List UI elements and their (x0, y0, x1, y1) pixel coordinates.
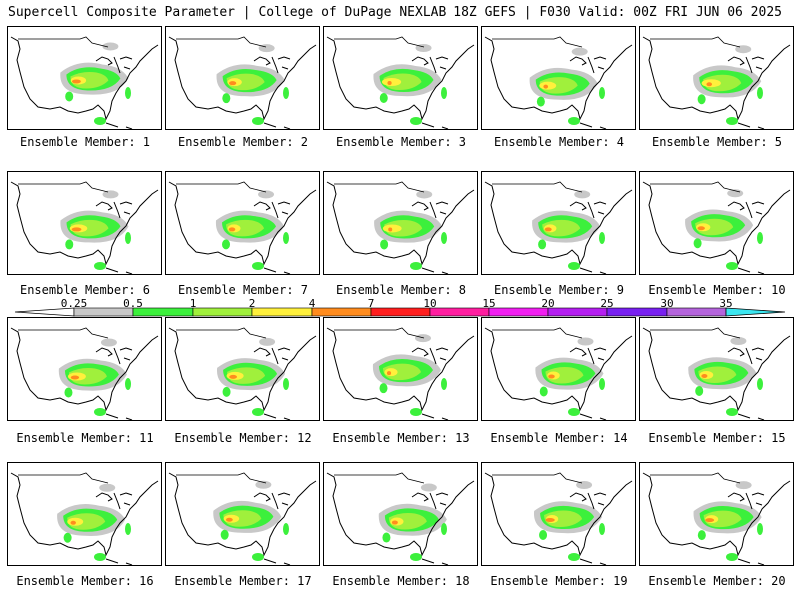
colorbar-segment (488, 307, 549, 317)
ensemble-member-label: Ensemble Member: 13 (332, 431, 470, 445)
ensemble-member-map (481, 462, 636, 566)
ensemble-member-map (639, 462, 794, 566)
header-right-title: 18Z GEFS | F030 Valid: 00Z FRI JUN 06 20… (453, 5, 782, 20)
colorbar-segment (192, 307, 253, 317)
colorbar-segment (370, 307, 431, 317)
colorbar-segment (311, 307, 372, 317)
ensemble-member-label: Ensemble Member: 8 (335, 283, 467, 297)
colorbar-high-arrow (725, 307, 786, 317)
colorbar-tick-label: 25 (600, 297, 614, 310)
ensemble-member-map (481, 317, 636, 421)
ensemble-member-map (323, 317, 478, 421)
ensemble-member-label: Ensemble Member: 5 (651, 135, 783, 149)
ensemble-member-label: Ensemble Member: 9 (493, 283, 625, 297)
ensemble-member-map (165, 171, 320, 275)
ensemble-member-map (165, 317, 320, 421)
ensemble-member-map (639, 171, 794, 275)
ensemble-member-map (481, 26, 636, 130)
ensemble-member-map (7, 317, 162, 421)
ensemble-member-label: Ensemble Member: 15 (648, 431, 786, 445)
ensemble-member-label: Ensemble Member: 4 (493, 135, 625, 149)
colorbar-tick-label: 30 (660, 297, 674, 310)
ensemble-member-map (639, 26, 794, 130)
color-bar (14, 307, 786, 317)
colorbar-tick-label: 35 (719, 297, 733, 310)
colorbar-segment (251, 307, 313, 317)
ensemble-member-label: Ensemble Member: 1 (19, 135, 151, 149)
ensemble-member-label: Ensemble Member: 18 (332, 574, 470, 588)
ensemble-member-label: Ensemble Member: 6 (19, 283, 151, 297)
ensemble-member-map (323, 462, 478, 566)
ensemble-member-map (7, 26, 162, 130)
colorbar-segment (547, 307, 608, 317)
ensemble-member-label: Ensemble Member: 3 (335, 135, 467, 149)
colorbar-tick-label: 15 (482, 297, 496, 310)
ensemble-member-map (7, 462, 162, 566)
ensemble-member-label: Ensemble Member: 16 (16, 574, 154, 588)
colorbar-tick-label: 0.25 (60, 297, 88, 310)
colorbar-tick-label: 0.5 (123, 297, 143, 310)
ensemble-member-label: Ensemble Member: 7 (177, 283, 309, 297)
colorbar-tick-label: 2 (248, 297, 256, 310)
header-left-title: Supercell Composite Parameter | College … (8, 5, 447, 20)
ensemble-member-map (165, 26, 320, 130)
ensemble-member-map (481, 171, 636, 275)
ensemble-member-label: Ensemble Member: 20 (648, 574, 786, 588)
colorbar-segment (429, 307, 490, 317)
colorbar-tick-label: 7 (367, 297, 375, 310)
ensemble-member-map (7, 171, 162, 275)
ensemble-member-label: Ensemble Member: 10 (648, 283, 786, 297)
colorbar-tick-label: 20 (541, 297, 555, 310)
colorbar-tick-label: 4 (308, 297, 316, 310)
ensemble-member-label: Ensemble Member: 2 (177, 135, 309, 149)
ensemble-member-map (165, 462, 320, 566)
colorbar-tick-label: 10 (423, 297, 437, 310)
ensemble-member-map (323, 26, 478, 130)
ensemble-member-label: Ensemble Member: 19 (490, 574, 628, 588)
ensemble-member-label: Ensemble Member: 11 (16, 431, 154, 445)
ensemble-member-map (323, 171, 478, 275)
ensemble-member-label: Ensemble Member: 14 (490, 431, 628, 445)
ensemble-member-map (639, 317, 794, 421)
ensemble-member-label: Ensemble Member: 17 (174, 574, 312, 588)
colorbar-tick-label: 1 (189, 297, 197, 310)
colorbar-segment (666, 307, 727, 317)
colorbar-segment (606, 307, 668, 317)
ensemble-member-label: Ensemble Member: 12 (174, 431, 312, 445)
